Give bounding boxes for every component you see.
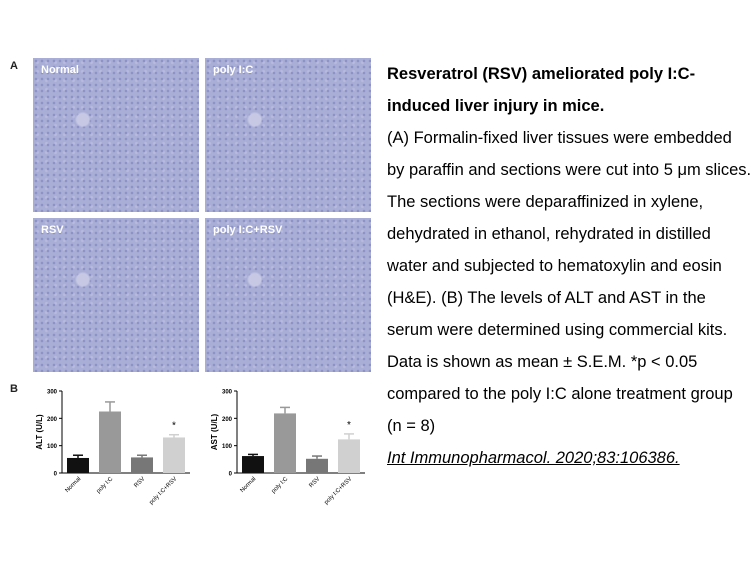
citation-link[interactable]: Int Immunopharmacol. 2020;83:106386. — [387, 449, 680, 467]
y-tick-label: 100 — [222, 444, 233, 450]
caption-body: (A) Formalin-fixed liver tissues were em… — [387, 129, 752, 435]
bar-poly-i-c — [274, 413, 296, 473]
y-tick-label: 200 — [47, 417, 58, 423]
caption-title: Resveratrol (RSV) ameliorated poly I:C-i… — [387, 65, 696, 115]
bar-rsv — [131, 457, 153, 473]
bar-poly-i-c-rsv — [338, 439, 360, 473]
y-axis-label: AST (U/L) — [210, 413, 219, 450]
x-tick-label: Normal — [239, 476, 257, 494]
bar-rsv — [306, 458, 328, 473]
significance-star: * — [347, 420, 351, 431]
x-tick-label: Normal — [64, 476, 82, 494]
x-tick-label: poly I:C — [96, 476, 115, 495]
y-tick-label: 0 — [229, 472, 233, 478]
panel-b-label: B — [10, 383, 18, 395]
x-tick-label: RSV — [133, 476, 146, 489]
alt-chart: 0 100 200 300 ALT (U/L) Normal poly I:C RSV * pol… — [35, 390, 190, 506]
y-tick-label: 100 — [47, 444, 58, 450]
y-tick-label: 200 — [222, 417, 233, 423]
ast-chart: 0 100 200 300 AST (U/L) Normal poly I:C RSV * pol… — [210, 390, 365, 506]
x-tick-label: poly I:C — [271, 476, 290, 495]
bar-normal — [242, 456, 264, 473]
y-tick-label: 300 — [47, 390, 58, 396]
caption: Resveratrol (RSV) ameliorated poly I:C-i… — [387, 58, 752, 474]
histology-normal: Normal — [33, 58, 199, 212]
bar-normal — [67, 457, 89, 473]
y-axis-label: ALT (U/L) — [35, 414, 44, 450]
bar-poly-i-c-rsv — [163, 437, 185, 473]
histology-polyic-rsv: poly I:C+RSV — [205, 218, 371, 372]
y-tick-label: 300 — [222, 390, 233, 396]
x-tick-label: RSV — [308, 476, 321, 489]
panel-a-label: A — [10, 60, 18, 72]
histology-polyic: poly I:C — [205, 58, 371, 212]
x-tick-label: poly I:C+RSV — [324, 476, 354, 506]
x-tick-label: poly I:C+RSV — [149, 476, 179, 506]
histology-rsv: RSV — [33, 218, 199, 372]
y-tick-label: 0 — [54, 472, 58, 478]
significance-star: * — [172, 421, 176, 432]
bar-poly-i-c — [99, 411, 121, 473]
